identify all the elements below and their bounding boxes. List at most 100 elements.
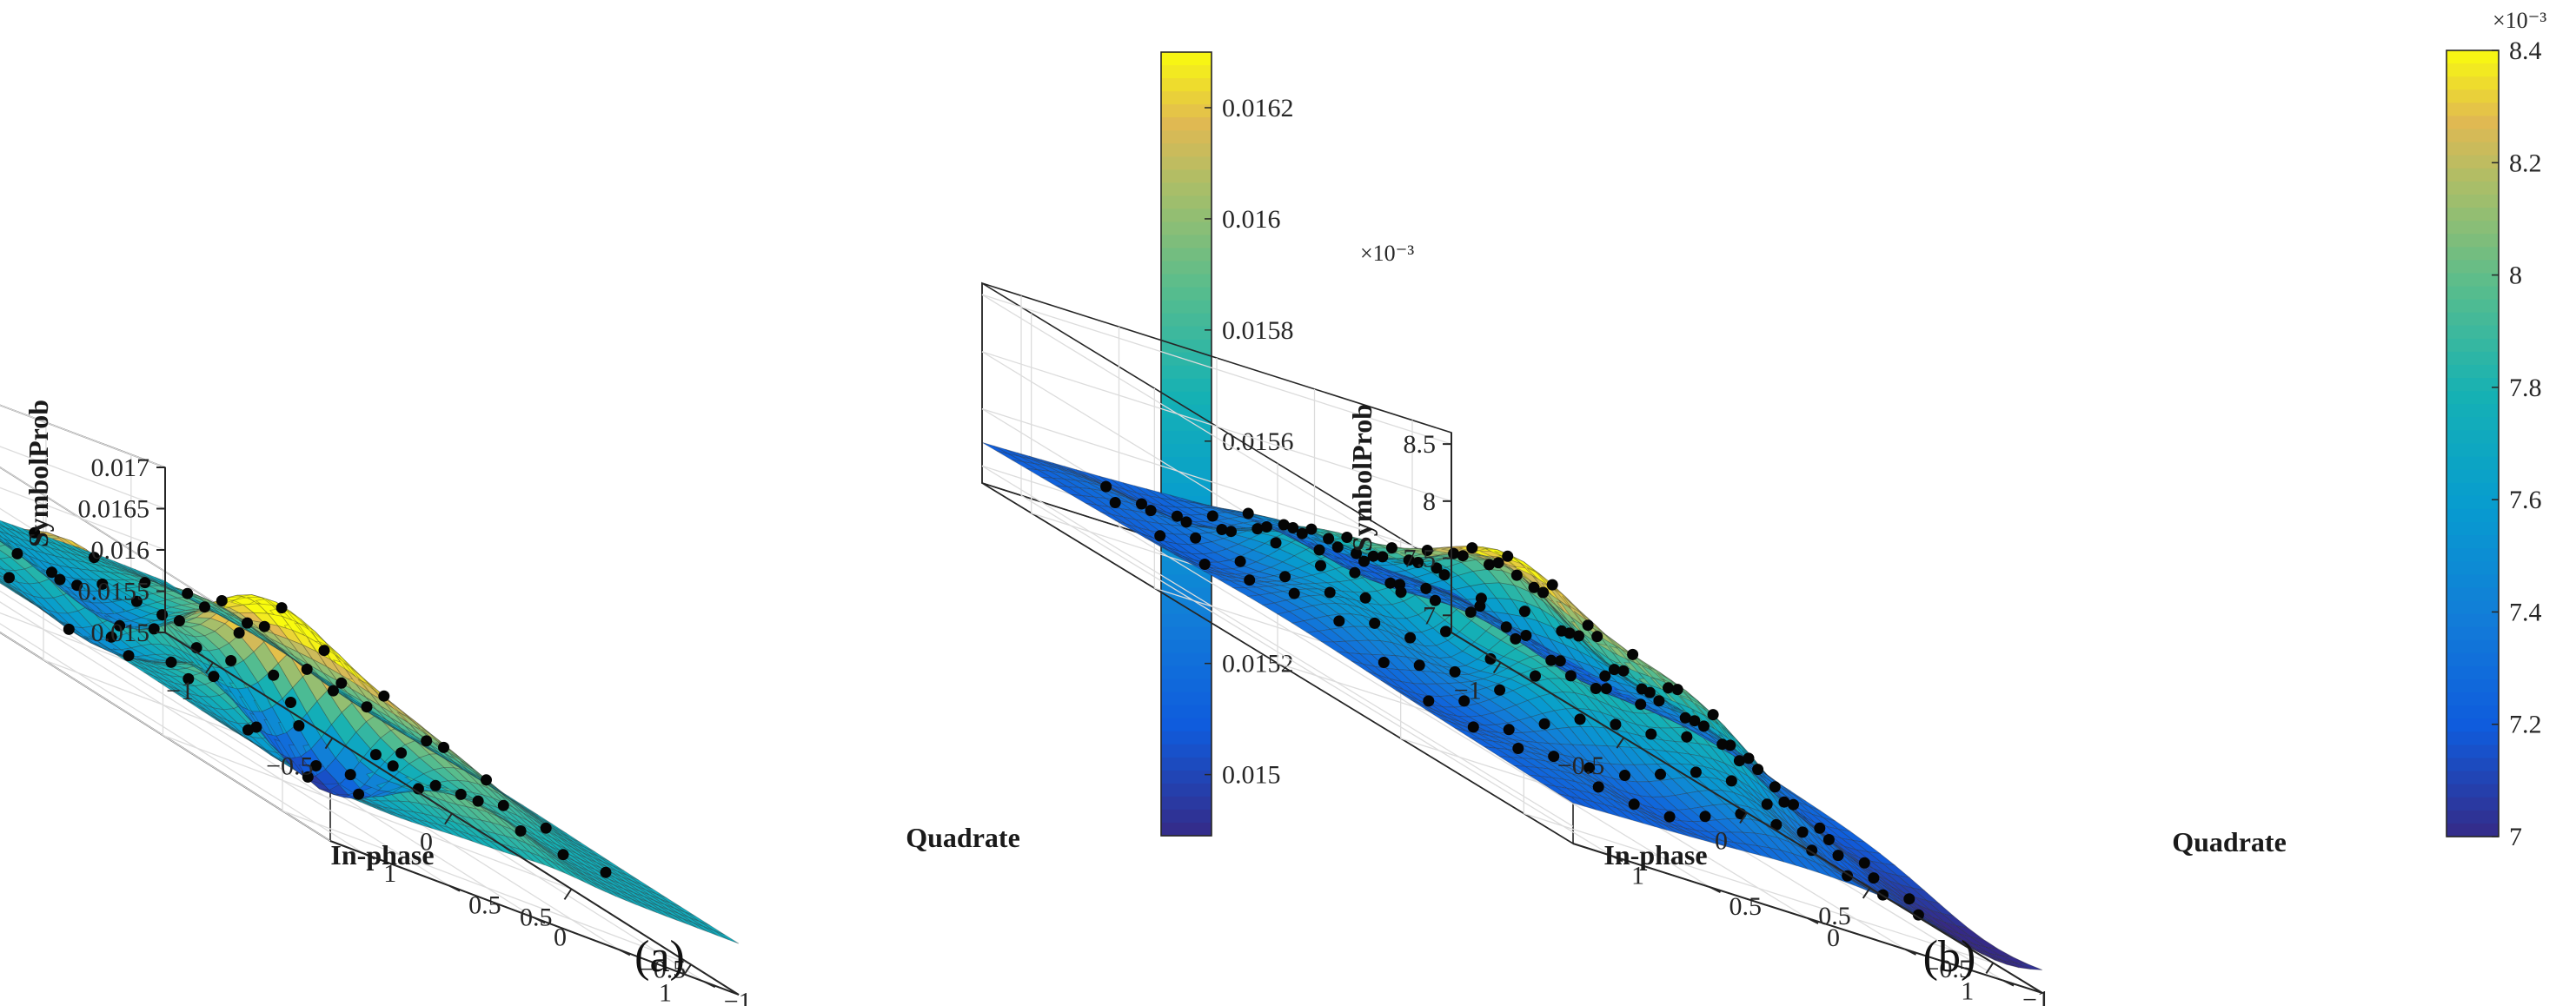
constellation-point [1500,621,1512,633]
z-tick-label: 8 [1423,487,1436,516]
colorbar-segment [2447,378,2499,392]
colorbar-segment [1161,626,1212,641]
x-tick [1985,962,1995,974]
colorbar-segment [1161,78,1212,92]
colorbar-segment [2447,312,2499,327]
colorbar-segment [2447,417,2499,432]
x-tick-label: 0 [1715,827,1728,856]
constellation-point [1180,516,1192,528]
constellation-point [1377,551,1389,563]
constellation-point [11,547,23,559]
colorbar-tick-label: 8.4 [2509,36,2542,65]
constellation-point [1617,665,1630,677]
constellation-point [1868,872,1880,884]
constellation-point [1288,587,1300,599]
constellation-point [1645,728,1657,740]
constellation-point [1530,670,1541,682]
colorbar-segment [1161,652,1212,667]
constellation-point [1689,715,1701,727]
grid-line [0,486,166,551]
colorbar-segment [1161,143,1212,157]
constellation-point [1545,654,1557,666]
constellation-point [1556,625,1568,637]
constellation-point [293,719,305,731]
y-tick-label: 0.5 [468,891,501,920]
colorbar-b: 7 7.2 7.4 7.6 7.8 8 8.2 8.4 [2446,36,2542,851]
constellation-point [1385,542,1398,554]
colorbar-segment [1161,692,1212,706]
surface-patch [1851,879,1879,896]
colorbar-segment [1161,52,1212,66]
colorbar-segment [2447,639,2499,654]
constellation-point [208,671,220,683]
colorbar-segment [2447,456,2499,471]
constellation-point [318,645,330,657]
constellation-point [1190,532,1202,544]
colorbar-segment [1161,796,1212,811]
constellation-point [183,672,195,685]
constellation-point [1331,541,1344,553]
constellation-point [1761,798,1773,811]
colorbar-segment [1161,457,1212,471]
surface-patch [1780,849,1809,870]
constellation-point [1538,718,1550,730]
constellation-point [1564,670,1577,682]
colorbar-segment [1161,287,1212,301]
surface-patch [1980,952,2008,965]
colorbar-segment [2447,194,2499,208]
colorbar-segment [1161,613,1212,628]
y-tick [1611,855,1623,863]
colorbar-segment [2447,745,2499,759]
constellation-point [242,617,253,629]
constellation-point [114,619,126,632]
colorbar-segment [1161,705,1212,719]
y-tick-label: 1 [1631,861,1644,890]
constellation-point [1171,510,1183,522]
constellation-point [438,741,449,753]
colorbar-segment [2447,692,2499,706]
constellation-point [1655,768,1666,780]
x-axis-label-b: In-phase [1603,839,1707,870]
colorbar-segment [1161,313,1212,328]
x-tick-label: 1 [659,978,672,1006]
colorbar-segment [1161,430,1212,445]
colorbar-segment [2447,286,2499,301]
colorbar-frame [1160,51,1212,837]
constellation-point [1333,615,1345,627]
colorbar-segment [2447,718,2499,732]
constellation-point [1100,480,1112,493]
constellation-point [1109,497,1121,508]
constellation-point [1912,909,1924,921]
axes-lines-a [156,467,740,996]
constellation-point [412,783,424,795]
constellation-point [1404,632,1417,644]
constellation-point [1234,555,1246,567]
constellation-point [1725,775,1737,787]
z-axis-label-a: SymbolProb [23,400,54,547]
y-tick [534,917,546,924]
constellation-point [233,627,245,639]
constellation-point [1548,751,1560,763]
y-tick [619,949,631,956]
constellation-point [301,663,313,675]
constellation-point [1698,720,1710,732]
colorbar-tick-label: 7.2 [2509,711,2542,739]
constellation-point [327,685,339,697]
constellation-point [1707,709,1719,721]
colorbar-segment [2447,613,2499,628]
colorbar-tick-label: 8 [2509,261,2522,290]
constellation-point [1770,818,1783,831]
constellation-point [344,769,356,781]
y-tick-label: 0 [1827,923,1840,952]
surface-patch [448,827,474,843]
constellation-point [1378,657,1390,668]
constellation-point [1466,542,1478,554]
constellation-point [156,609,169,621]
constellation-point [1260,521,1272,533]
colorbar-exponent-b: ×10⁻³ [2493,8,2546,33]
constellation-point [1591,631,1603,643]
y-tick [1710,886,1721,894]
colorbar-segment [2447,626,2499,641]
x-tick-label: −1 [166,677,194,705]
y-tick-label: 0.5 [1730,892,1763,921]
